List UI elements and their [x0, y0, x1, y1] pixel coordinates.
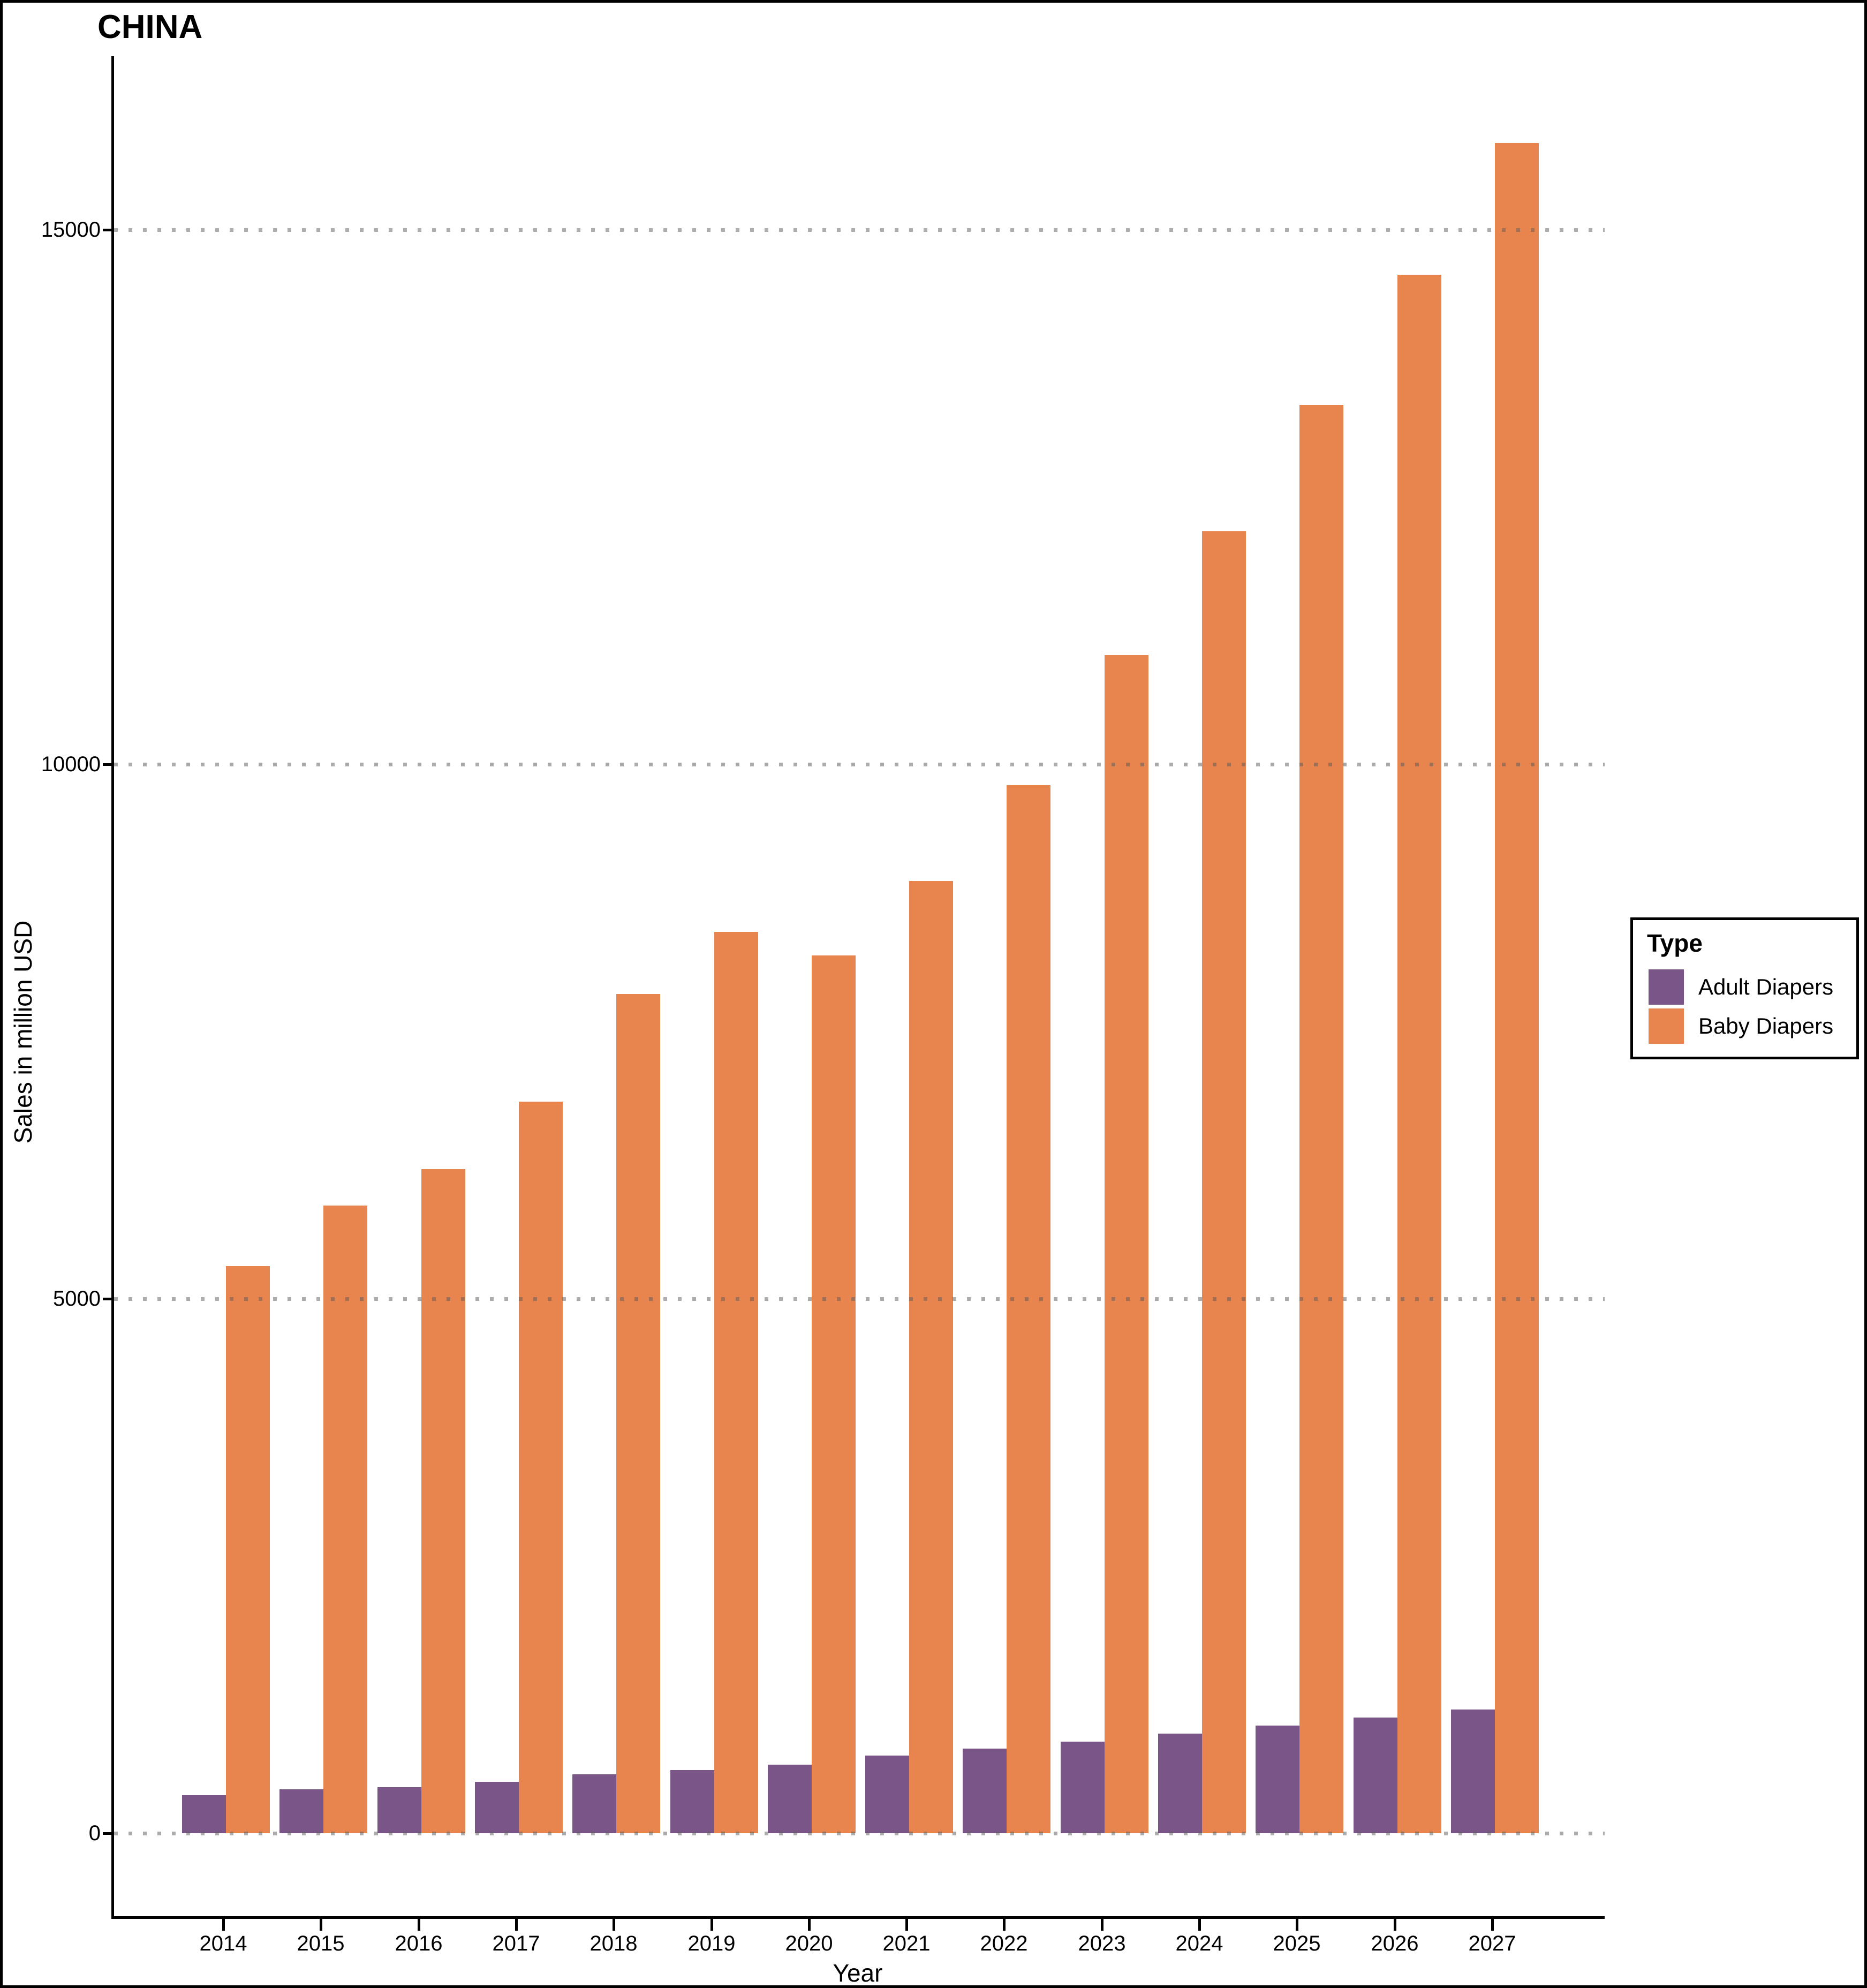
bar-adult-diapers-2021	[865, 1756, 909, 1833]
legend-label-baby-diapers: Baby Diapers	[1698, 1013, 1834, 1038]
bar-adult-diapers-2022	[963, 1749, 1007, 1833]
bar-adult-diapers-2017	[475, 1782, 519, 1833]
x-tick-label-2019: 2019	[687, 1932, 736, 1955]
bar-adult-diapers-2026	[1354, 1718, 1397, 1833]
x-axis-title: Year	[833, 1959, 883, 1987]
x-tick-mark-2015	[320, 1919, 322, 1931]
x-tick-mark-2025	[1296, 1919, 1298, 1931]
bar-adult-diapers-2025	[1256, 1726, 1299, 1833]
x-tick-mark-2020	[808, 1919, 811, 1931]
bar-baby-diapers-2023	[1105, 655, 1148, 1833]
bar-baby-diapers-2020	[812, 955, 856, 1833]
x-tick-label-2023: 2023	[1078, 1932, 1126, 1955]
gridline-10000	[114, 763, 1605, 766]
bar-adult-diapers-2015	[279, 1789, 323, 1833]
bar-adult-diapers-2027	[1451, 1710, 1495, 1833]
bar-adult-diapers-2023	[1061, 1742, 1105, 1833]
x-tick-mark-2018	[613, 1919, 615, 1931]
x-tick-mark-2023	[1101, 1919, 1103, 1931]
x-tick-mark-2017	[515, 1919, 518, 1931]
y-tick-label-10000: 10000	[41, 752, 101, 776]
x-tick-label-2014: 2014	[199, 1932, 247, 1955]
y-tick-mark-10000	[103, 763, 111, 766]
bar-baby-diapers-2024	[1202, 531, 1246, 1833]
y-axis-title: Sales in million USD	[9, 920, 37, 1144]
bar-adult-diapers-2024	[1158, 1734, 1202, 1833]
bar-baby-diapers-2022	[1007, 785, 1050, 1833]
x-tick-label-2016: 2016	[395, 1932, 443, 1955]
x-tick-label-2026: 2026	[1371, 1932, 1419, 1955]
gridline-5000	[114, 1297, 1605, 1301]
x-tick-label-2015: 2015	[297, 1932, 345, 1955]
bar-baby-diapers-2027	[1495, 143, 1539, 1833]
plot-title: CHINA	[97, 9, 203, 46]
bar-adult-diapers-2020	[768, 1765, 812, 1833]
gridline-0	[114, 1832, 1605, 1835]
y-tick-mark-15000	[103, 229, 111, 231]
legend-title: Type	[1647, 929, 1703, 957]
x-tick-label-2020: 2020	[785, 1932, 833, 1955]
bar-baby-diapers-2018	[616, 994, 660, 1833]
bar-baby-diapers-2015	[323, 1206, 367, 1833]
x-tick-mark-2014	[222, 1919, 225, 1931]
bar-baby-diapers-2014	[226, 1266, 270, 1833]
bar-adult-diapers-2019	[670, 1770, 714, 1833]
plot-panel	[111, 56, 1605, 1919]
bar-adult-diapers-2016	[377, 1787, 421, 1833]
y-tick-mark-0	[103, 1832, 111, 1835]
x-tick-mark-2027	[1491, 1919, 1494, 1931]
bar-baby-diapers-2016	[421, 1169, 465, 1833]
x-tick-label-2017: 2017	[492, 1932, 540, 1955]
legend: Type Adult Diapers Baby Diapers	[1630, 917, 1859, 1059]
x-tick-label-2024: 2024	[1175, 1932, 1223, 1955]
y-tick-mark-5000	[103, 1298, 111, 1300]
x-tick-mark-2022	[1003, 1919, 1006, 1931]
x-tick-mark-2024	[1198, 1919, 1201, 1931]
y-tick-label-5000: 5000	[53, 1287, 101, 1311]
x-tick-mark-2019	[710, 1919, 713, 1931]
y-tick-label-15000: 15000	[41, 218, 101, 242]
bar-baby-diapers-2017	[519, 1102, 563, 1833]
bar-adult-diapers-2018	[572, 1774, 616, 1833]
y-tick-label-0: 0	[88, 1821, 101, 1845]
x-tick-mark-2026	[1394, 1919, 1396, 1931]
bar-baby-diapers-2019	[714, 932, 758, 1833]
x-tick-mark-2016	[418, 1919, 420, 1931]
bar-baby-diapers-2025	[1299, 405, 1343, 1833]
x-tick-mark-2021	[905, 1919, 908, 1931]
gridline-15000	[114, 228, 1605, 232]
legend-label-adult-diapers: Adult Diapers	[1698, 974, 1834, 999]
legend-swatch-adult-diapers	[1649, 969, 1684, 1005]
bar-baby-diapers-2021	[909, 881, 953, 1833]
x-tick-label-2021: 2021	[882, 1932, 931, 1955]
x-tick-label-2018: 2018	[589, 1932, 638, 1955]
legend-swatch-baby-diapers	[1649, 1008, 1684, 1044]
bar-baby-diapers-2026	[1397, 275, 1441, 1833]
x-tick-label-2025: 2025	[1273, 1932, 1321, 1955]
x-tick-label-2022: 2022	[980, 1932, 1028, 1955]
bar-adult-diapers-2014	[182, 1795, 226, 1833]
x-tick-label-2027: 2027	[1468, 1932, 1516, 1955]
